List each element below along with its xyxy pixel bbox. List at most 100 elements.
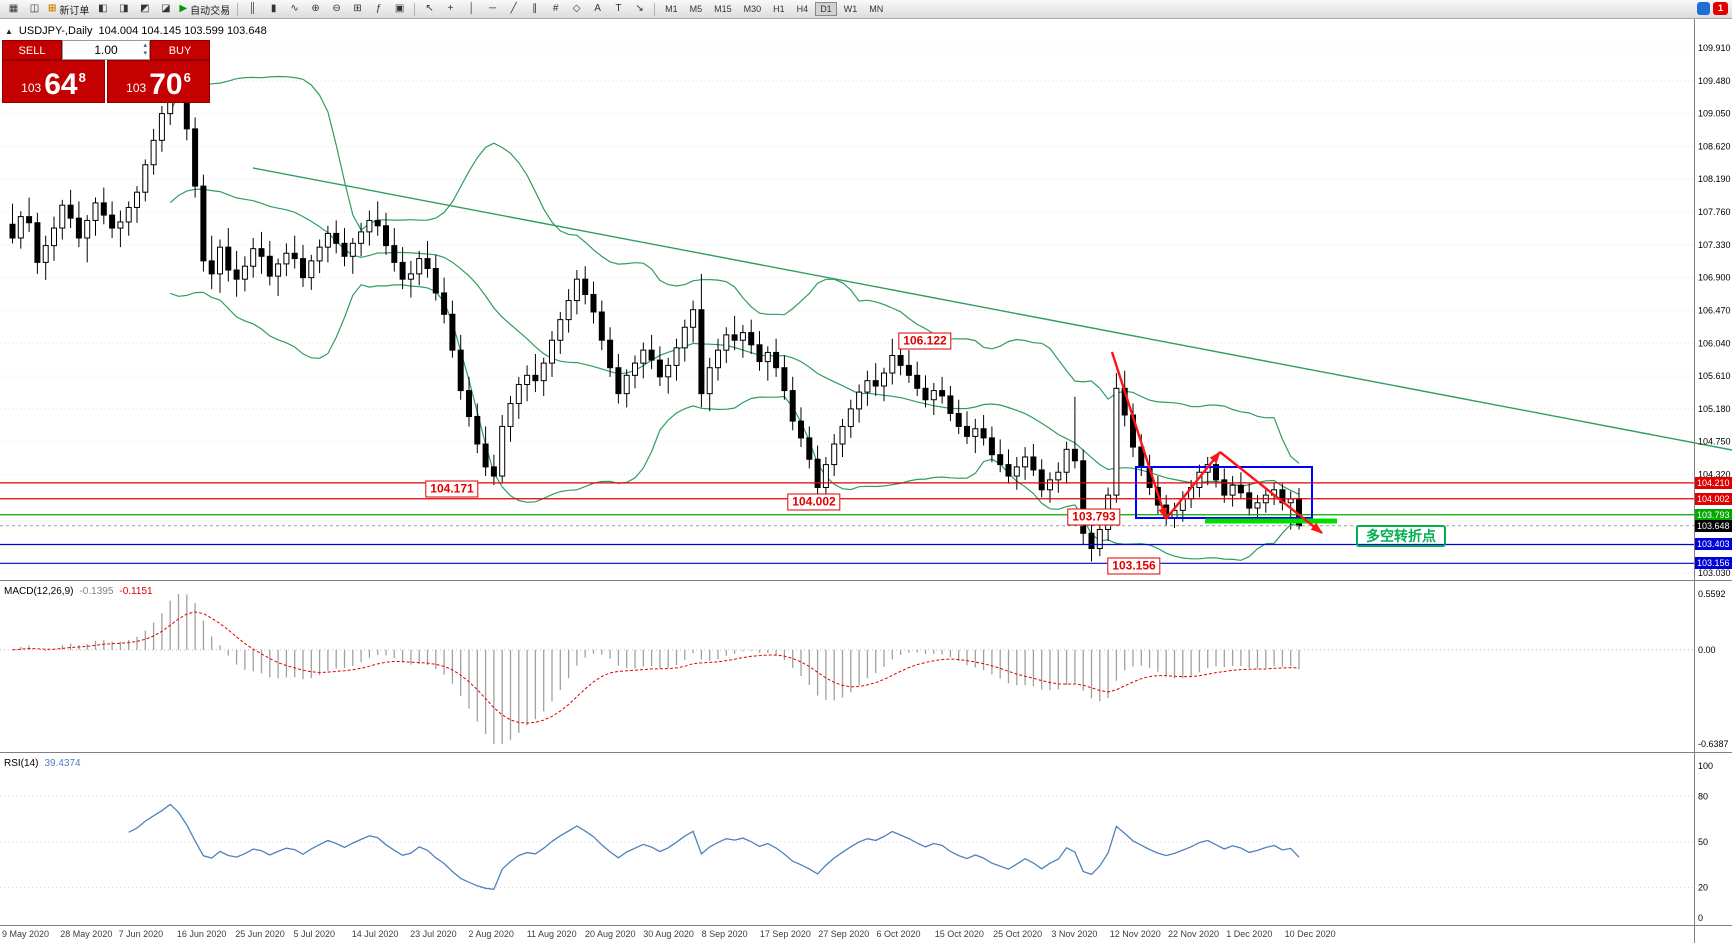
data-window-icon: ◨	[119, 3, 129, 14]
descending-trendline[interactable]	[252, 167, 1732, 451]
channel-button[interactable]: ∥	[524, 1, 545, 18]
candle	[300, 258, 306, 279]
main-toolbar: ▦ ◫ ⊞ 新订单 ◧ ◨ ◩ ◪ ▶ 自动交易 ║ ▮ ∿ ⊕ ⊖ ⊞ ƒ ▣ ↖ + │ ─ ╱ ∥ # ◇ A T ↘ M1 M5 M1…	[0, 0, 1732, 19]
candle	[217, 246, 223, 275]
trend-arrow-1[interactable]	[1110, 351, 1168, 520]
buy-price[interactable]: 103 70 6	[107, 60, 210, 103]
consolidation-box[interactable]	[1135, 466, 1313, 519]
candle	[250, 248, 257, 267]
navigator-button[interactable]: ◩	[134, 1, 155, 18]
candlestick-chart-button[interactable]: ▮	[263, 1, 284, 18]
fibonacci-button[interactable]: #	[545, 1, 566, 18]
trendline-icon: ╱	[510, 3, 517, 14]
timeframe-w1[interactable]: W1	[843, 4, 858, 14]
new-order-button[interactable]: ⊞ 新订单	[45, 1, 92, 18]
candle	[59, 204, 66, 229]
candle	[34, 222, 41, 263]
candle	[731, 334, 738, 341]
notification-area: 1	[1697, 2, 1728, 15]
one-click-collapse-icon[interactable]: ▲	[5, 26, 13, 36]
y-axis-label: 106.900	[1698, 273, 1731, 283]
trend-arrow-2[interactable]	[1165, 451, 1221, 520]
new-chart-button[interactable]: ▦	[3, 1, 24, 18]
timeframe-m30[interactable]: M30	[743, 4, 762, 14]
horizontal-line-icon: ─	[489, 3, 497, 14]
sell-price[interactable]: 103 64 8	[2, 60, 105, 103]
data-window-button[interactable]: ◨	[113, 1, 134, 18]
bar-chart-button[interactable]: ║	[242, 1, 263, 18]
sell-button[interactable]: SELL	[2, 40, 62, 60]
candle	[266, 255, 273, 277]
volume-decrease-icon[interactable]: ▾	[143, 50, 147, 57]
candle	[524, 374, 531, 385]
shapes-button[interactable]: ◇	[566, 1, 587, 18]
candle	[988, 437, 995, 456]
timeframe-m5[interactable]: M5	[689, 4, 703, 14]
notification-badge[interactable]: 1	[1713, 2, 1728, 15]
candlestick-chart-icon: ▮	[270, 3, 277, 14]
candle	[316, 246, 323, 262]
buy-button[interactable]: BUY	[150, 40, 210, 60]
cursor-button[interactable]: ↖	[419, 1, 440, 18]
y-axis-label: 108.190	[1698, 174, 1731, 184]
zoom-out-button[interactable]: ⊖	[326, 1, 347, 18]
x-axis-label: 16 Jun 2020	[177, 929, 227, 939]
candle	[632, 362, 638, 376]
rsi-value: 39.4374	[44, 758, 81, 769]
timeframe-h4[interactable]: H4	[796, 4, 809, 14]
indicators-button[interactable]: ƒ	[368, 1, 389, 18]
volume-input[interactable]: 1.00 ▴ ▾	[62, 40, 150, 60]
volume-increase-icon[interactable]: ▴	[143, 42, 147, 49]
crosshair-button[interactable]: +	[440, 1, 461, 18]
candle	[208, 260, 215, 275]
timeframe-mn[interactable]: MN	[869, 4, 884, 14]
auto-trading-button[interactable]: ▶ 自动交易	[176, 1, 233, 18]
market-watch-button[interactable]: ◧	[92, 1, 113, 18]
timeframe-m15[interactable]: M15	[714, 4, 732, 14]
vertical-line-button[interactable]: │	[461, 1, 482, 18]
candle	[540, 362, 547, 382]
candle	[84, 219, 91, 239]
profiles-button[interactable]: ◫	[24, 1, 45, 18]
text-button[interactable]: A	[587, 1, 608, 18]
indicators-icon: ƒ	[375, 3, 382, 14]
terminal-button[interactable]: ◪	[155, 1, 176, 18]
toolbar-separator	[414, 2, 416, 16]
label-button[interactable]: T	[608, 1, 629, 18]
timeframe-h1[interactable]: H1	[773, 4, 785, 14]
candle	[681, 326, 688, 349]
new-order-label: 新订单	[59, 5, 90, 17]
candle	[549, 339, 555, 364]
message-icon[interactable]	[1697, 2, 1710, 15]
line-chart-button[interactable]: ∿	[284, 1, 305, 18]
candle	[831, 443, 838, 466]
templates-button[interactable]: ▣	[389, 1, 410, 18]
candle	[798, 420, 804, 439]
x-axis-label: 3 Nov 2020	[1051, 929, 1097, 939]
cursor-icon: ↖	[425, 3, 434, 14]
candle	[416, 258, 423, 275]
zoom-in-button[interactable]: ⊕	[305, 1, 326, 18]
trendline-button[interactable]: ╱	[503, 1, 524, 18]
horizontal-line-button[interactable]: ─	[482, 1, 503, 18]
timeframe-m1[interactable]: M1	[665, 4, 678, 14]
x-axis-label: 10 Dec 2020	[1285, 929, 1336, 939]
candle	[789, 390, 796, 422]
x-axis-label: 23 Jul 2020	[410, 929, 457, 939]
rsi-axis-label: 20	[1698, 883, 1708, 893]
arrows-button[interactable]: ↘	[629, 1, 650, 18]
candle	[739, 332, 746, 341]
candle	[449, 313, 456, 351]
candle	[872, 380, 879, 387]
candle	[905, 364, 912, 376]
candle	[781, 367, 788, 392]
macd-axis-label: 0.5592	[1698, 589, 1726, 599]
tile-windows-button[interactable]: ⊞	[347, 1, 368, 18]
trend-arrow-3[interactable]	[1219, 451, 1323, 534]
macd-signal-value: -0.1151	[119, 586, 153, 597]
candle	[275, 263, 282, 277]
timeframe-d1[interactable]: D1	[815, 2, 837, 16]
candle	[864, 380, 871, 393]
